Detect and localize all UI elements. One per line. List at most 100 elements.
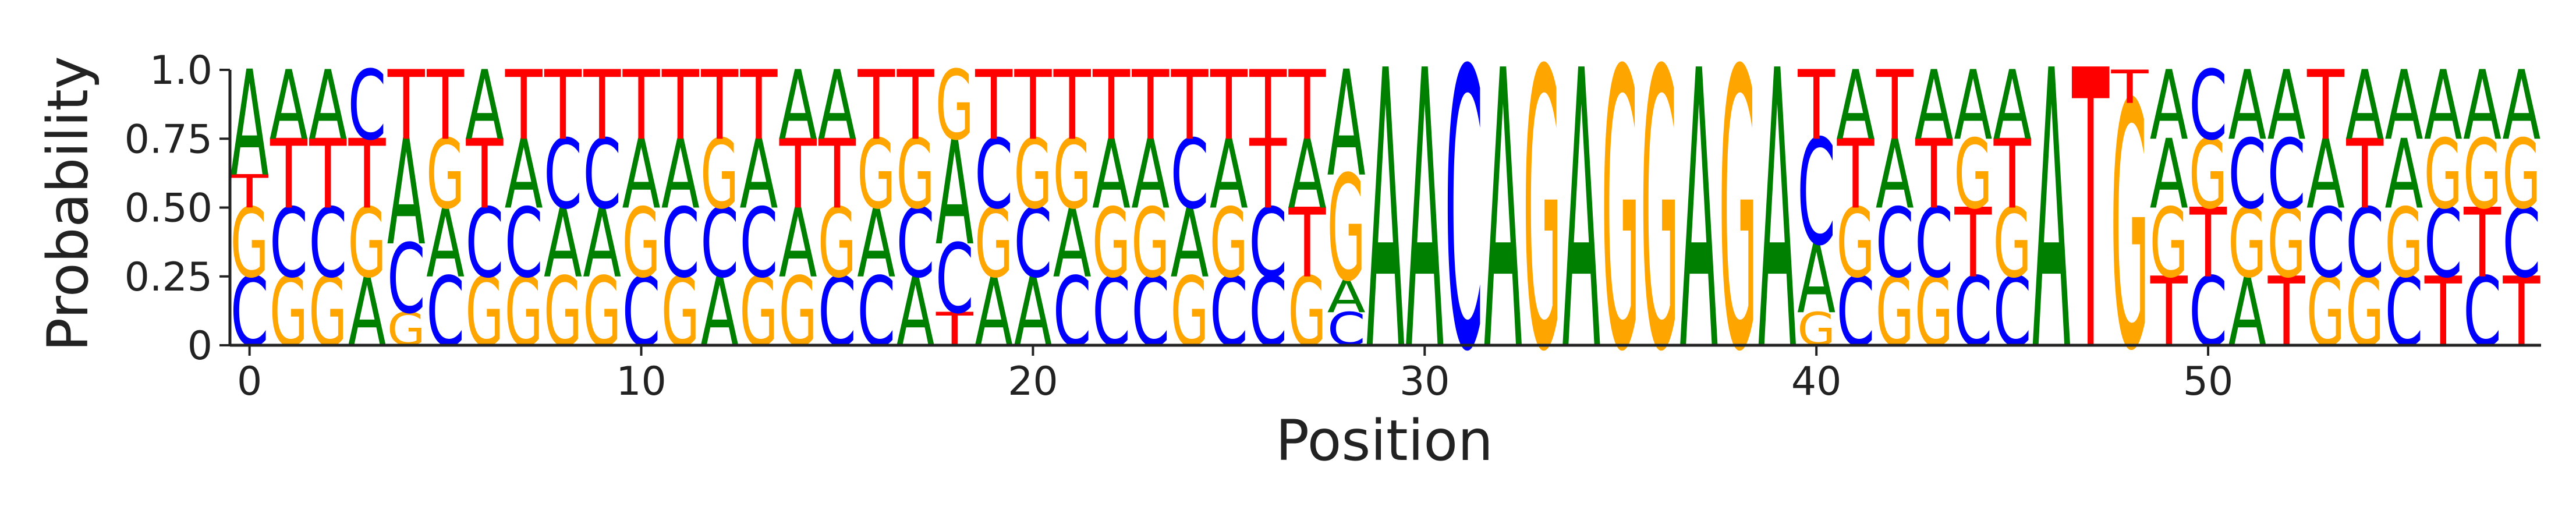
logo-letter-T-pos14-2: T	[779, 119, 817, 231]
logo-letter-C-pos18-1: C	[936, 224, 974, 335]
logo-letter-A-pos6-3: A	[465, 50, 504, 161]
logo-letter-C-pos41-0: C	[1836, 257, 1875, 368]
logo-letter-T-pos49-0: T	[2150, 257, 2188, 369]
logo-letter-T-pos17-3: T	[897, 51, 934, 162]
logo-letter-G-pos25-1: G	[1210, 188, 1248, 299]
logo-letter-C-pos4-1: C	[387, 224, 426, 335]
logo-letter-G-pos21-2: G	[1053, 119, 1092, 231]
logo-letter-G-pos35-0: G	[1601, 0, 1640, 436]
logo-letter-C-pos20-1: C	[1014, 188, 1052, 299]
logo-letter-C-pos31-0: C	[1445, 0, 1483, 436]
logo-letter-C-pos7-1: C	[505, 188, 543, 299]
logo-letter-T-pos6-2: T	[466, 119, 504, 231]
logo-letter-T-pos54-2: T	[2346, 119, 2384, 231]
logo-letter-A-pos51-0: A	[2228, 257, 2266, 368]
logo-letter-C-pos40-2: C	[1797, 109, 1836, 278]
logo-letter-C-pos6-1: C	[465, 188, 504, 299]
logo-letter-G-pos57-2: G	[2463, 119, 2501, 231]
logo-letter-T-pos27-1: T	[1288, 188, 1326, 299]
x-tick-label: 30	[1399, 359, 1450, 405]
logo-letter-T-pos44-1: T	[1954, 188, 1992, 299]
y-tick-label: 0.25	[125, 254, 212, 300]
logo-letter-G-pos4-0: G	[387, 303, 426, 356]
logo-letter-C-pos22-0: C	[1092, 257, 1131, 368]
logo-letter-A-pos5-1: A	[426, 187, 465, 299]
logo-letter-A-pos30-0: A	[1405, 0, 1444, 436]
logo-letter-C-pos54-1: C	[2345, 188, 2384, 299]
logo-letter-A-pos28-3: A	[1327, 40, 1366, 210]
logo-letter-C-pos26-0: C	[1249, 257, 1287, 368]
logo-letter-A-pos13-2: A	[739, 119, 778, 230]
logo-letter-T-pos4-3: T	[387, 51, 425, 162]
logo-letter-G-pos38-0: G	[1719, 0, 1758, 436]
logo-letter-T-pos20-3: T	[1014, 51, 1052, 162]
logo-letter-G-pos2-0: G	[309, 257, 347, 368]
logo-letter-G-pos23-1: G	[1131, 188, 1170, 299]
logo-letter-T-pos8-3: T	[544, 51, 582, 162]
logo-letter-A-pos15-3: A	[818, 50, 856, 161]
y-tick-label: 0	[187, 323, 212, 369]
logo-letter-T-pos21-3: T	[1053, 51, 1091, 162]
logo-letter-A-pos16-1: A	[857, 187, 895, 299]
logo-letter-A-pos55-3: A	[2385, 50, 2423, 161]
logo-letter-G-pos27-0: G	[1288, 257, 1326, 368]
y-tick-label: 0.75	[125, 116, 212, 162]
logo-letter-G-pos50-2: G	[2189, 119, 2227, 231]
logo-letter-T-pos22-3: T	[1092, 51, 1130, 162]
logo-letter-A-pos44-3: A	[1954, 50, 1992, 161]
y-ticks: 0 0.25 0.50 0.75 1.0	[125, 48, 230, 369]
logo-letter-A-pos19-0: A	[975, 257, 1013, 368]
logo-letter-T-pos52-0: T	[2267, 257, 2305, 369]
logo-letter-G-pos28-2: G	[1327, 144, 1366, 313]
logo-letter-G-pos45-1: G	[1993, 188, 2032, 299]
logo-letter-A-pos57-3: A	[2463, 50, 2501, 161]
logo-letter-T-pos48-1: T	[2110, 61, 2149, 114]
logo-letter-A-pos24-1: A	[1171, 187, 1209, 299]
logo-letter-C-pos52-2: C	[2267, 119, 2306, 230]
logo-letter-T-pos15-2: T	[818, 119, 856, 231]
logo-letter-T-pos2-2: T	[309, 119, 347, 231]
logo-letter-T-pos45-2: T	[1993, 119, 2031, 231]
logo-letter-T-pos50-1: T	[2189, 188, 2227, 299]
logo-letter-C-pos43-1: C	[1915, 188, 1953, 299]
y-tick-label: 0.50	[125, 186, 212, 232]
logo-letter-G-pos51-1: G	[2228, 188, 2266, 299]
logo-letter-T-pos40-3: T	[1797, 51, 1835, 162]
logo-letter-A-pos21-1: A	[1053, 187, 1092, 299]
logo-letter-C-pos56-1: C	[2424, 188, 2462, 299]
logo-letter-G-pos14-0: G	[779, 257, 817, 368]
logo-letter-G-pos15-1: G	[818, 188, 856, 299]
logo-letter-G-pos5-2: G	[426, 119, 465, 231]
logo-letter-A-pos7-2: A	[505, 119, 543, 230]
logo-letter-A-pos49-2: A	[2150, 119, 2188, 230]
logo-letter-G-pos36-0: G	[1640, 0, 1679, 436]
y-tick-label: 1.0	[150, 48, 212, 94]
logo-letter-A-pos11-2: A	[661, 119, 700, 230]
logo-letter-A-pos3-0: A	[348, 257, 387, 368]
logo-letter-A-pos10-2: A	[622, 119, 661, 230]
logo-letter-T-pos24-3: T	[1171, 51, 1209, 162]
logo-letter-T-pos47-0: T	[2071, 0, 2110, 436]
logo-letter-C-pos53-1: C	[2306, 188, 2345, 299]
logo-letter-G-pos52-1: G	[2267, 188, 2306, 299]
logo-letter-A-pos25-2: A	[1210, 119, 1248, 230]
logo-letter-G-pos18-3: G	[936, 50, 974, 161]
logo-letter-G-pos22-1: G	[1092, 188, 1131, 299]
logo-letter-T-pos43-2: T	[1915, 119, 1953, 231]
logo-letter-G-pos11-0: G	[661, 257, 700, 368]
logo-letter-A-pos4-2: A	[387, 108, 426, 278]
logo-letter-T-pos57-1: T	[2463, 188, 2501, 299]
logo-letter-G-pos41-1: G	[1836, 188, 1875, 299]
logo-letter-C-pos19-2: C	[975, 119, 1013, 230]
y-axis-title: Probability	[36, 56, 101, 351]
logo-letter-A-pos0-3: A	[231, 40, 269, 210]
logo-letter-C-pos44-0: C	[1954, 257, 1992, 368]
logo-letter-G-pos33-0: G	[1523, 0, 1561, 436]
logo-letter-C-pos28-0: C	[1327, 303, 1366, 356]
logo-letter-C-pos3-3: C	[348, 50, 387, 161]
logo-letter-C-pos8-2: C	[544, 119, 582, 230]
logo-letter-T-pos26-3: T	[1249, 51, 1287, 162]
logo-letter-A-pos18-2: A	[936, 108, 974, 278]
logo-letter-T-pos27-3: T	[1288, 51, 1326, 162]
